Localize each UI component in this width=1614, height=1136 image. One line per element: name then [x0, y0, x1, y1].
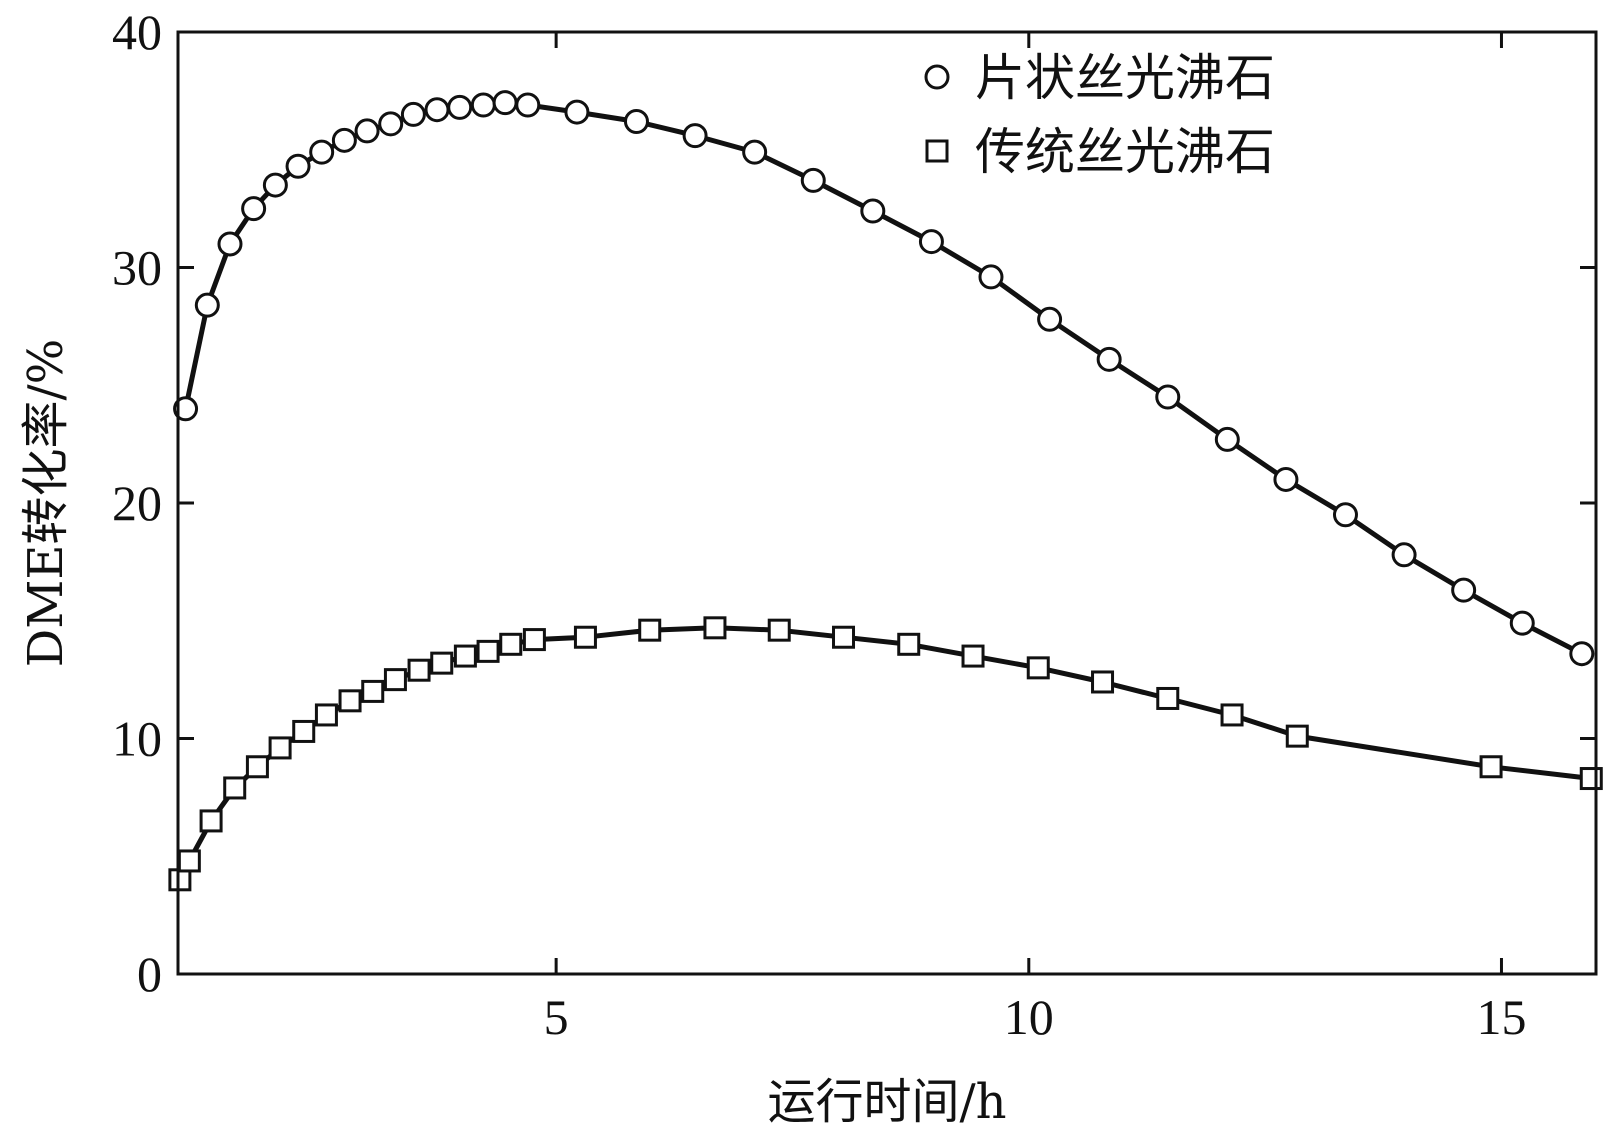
data-point-2 — [961, 644, 985, 668]
data-point-1 — [800, 167, 826, 193]
data-point-2 — [292, 719, 316, 743]
x-tick-label: 15 — [1476, 989, 1526, 1045]
data-point-1 — [1096, 346, 1122, 372]
y-tick-label: 10 — [112, 711, 162, 767]
data-point-1 — [470, 92, 496, 118]
data-point-1 — [285, 153, 311, 179]
data-point-1 — [1451, 577, 1477, 603]
data-point-2 — [476, 639, 500, 663]
data-point-2 — [338, 689, 362, 713]
data-point-1 — [217, 231, 243, 257]
data-point-1 — [860, 198, 886, 224]
data-point-1 — [262, 172, 288, 198]
data-point-2 — [1220, 703, 1244, 727]
x-axis-title: 运行时间/h — [767, 1074, 1006, 1130]
data-point-1 — [1155, 384, 1181, 410]
data-point-2 — [223, 776, 247, 800]
data-point-1 — [400, 101, 426, 127]
y-tick-label: 0 — [137, 946, 162, 1002]
data-point-2 — [453, 644, 477, 668]
data-point-1 — [173, 396, 199, 422]
data-point-2 — [383, 668, 407, 692]
data-point-2 — [767, 618, 791, 642]
data-point-2 — [703, 616, 727, 640]
data-point-2 — [1156, 686, 1180, 710]
data-point-2 — [361, 679, 385, 703]
data-point-2 — [573, 625, 597, 649]
data-point-2 — [1579, 767, 1603, 791]
legend-label-1: 片状丝光沸石 — [975, 49, 1275, 107]
data-point-1 — [309, 139, 335, 165]
data-point-2 — [314, 703, 338, 727]
data-point-1 — [682, 123, 708, 149]
data-point-2 — [897, 632, 921, 656]
data-point-2 — [1285, 724, 1309, 748]
y-tick-label: 40 — [112, 4, 162, 60]
plot-background — [178, 32, 1596, 974]
legend-label-2: 传统丝光沸石 — [975, 123, 1275, 181]
data-point-2 — [199, 809, 223, 833]
data-point-2 — [499, 632, 523, 656]
data-point-2 — [177, 849, 201, 873]
data-point-2 — [522, 628, 546, 652]
data-point-1 — [623, 108, 649, 134]
x-tick-label: 5 — [544, 989, 569, 1045]
data-point-1 — [424, 97, 450, 123]
data-point-2 — [1026, 656, 1050, 680]
data-point-1 — [331, 127, 357, 153]
data-point-1 — [1214, 426, 1240, 452]
data-point-2 — [407, 658, 431, 682]
data-point-1 — [447, 94, 473, 120]
data-point-1 — [1391, 542, 1417, 568]
data-point-1 — [978, 264, 1004, 290]
x-tick-label: 10 — [1004, 989, 1054, 1045]
y-tick-label: 20 — [112, 475, 162, 531]
series-line-1 — [183, 100, 1583, 656]
y-axis-title: DME转化率/% — [18, 339, 74, 667]
data-point-2 — [268, 736, 292, 760]
legend-marker-1 — [924, 64, 950, 90]
data-point-1 — [742, 139, 768, 165]
data-point-1 — [1569, 641, 1595, 667]
data-point-1 — [564, 99, 590, 125]
data-point-2 — [1479, 755, 1503, 779]
data-point-1 — [1332, 502, 1358, 528]
data-point-1 — [918, 229, 944, 255]
data-point-1 — [241, 196, 267, 222]
legend-marker-2 — [925, 139, 949, 163]
data-point-1 — [378, 111, 404, 137]
data-point-1 — [515, 92, 541, 118]
x-ticks: 5 10 15 — [544, 32, 1526, 1045]
data-point-1 — [1273, 466, 1299, 492]
data-point-1 — [492, 90, 518, 116]
y-ticks: 0 10 20 30 40 — [112, 4, 1596, 1002]
data-point-1 — [354, 118, 380, 144]
y-tick-label: 30 — [112, 240, 162, 296]
data-point-2 — [832, 625, 856, 649]
data-point-1 — [1037, 306, 1063, 332]
data-point-2 — [245, 755, 269, 779]
data-point-2 — [638, 618, 662, 642]
data-point-2 — [430, 651, 454, 675]
data-point-1 — [1509, 610, 1535, 636]
series-layer — [168, 90, 1603, 892]
data-point-2 — [1091, 670, 1115, 694]
data-point-2 — [168, 868, 192, 892]
data-point-1 — [194, 292, 220, 318]
